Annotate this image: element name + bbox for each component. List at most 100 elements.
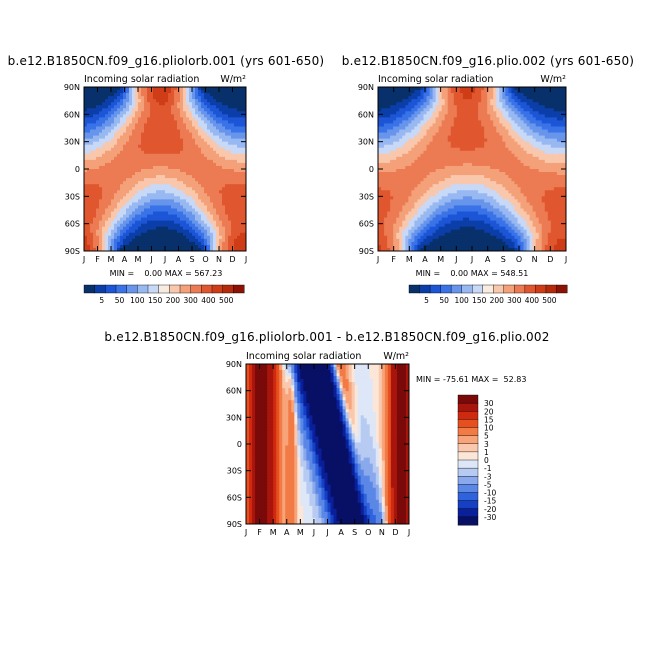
heatmap-cell [441, 141, 446, 146]
heatmap-cell [553, 144, 558, 149]
heatmap-cell [219, 90, 223, 94]
heatmap-cell [441, 129, 446, 134]
heatmap-cell [195, 153, 199, 158]
heatmap-cell [508, 105, 513, 109]
heatmap-cell [159, 220, 163, 225]
heatmap-cell [165, 120, 169, 125]
heatmap-cell [538, 126, 543, 131]
heatmap-cell [210, 111, 214, 115]
heatmap-cell [487, 120, 491, 125]
heatmap-cell [198, 169, 202, 173]
heatmap-cell [123, 159, 127, 164]
heatmap-cell [234, 165, 238, 170]
heatmap-cell [559, 111, 564, 115]
heatmap-cell [183, 120, 187, 125]
heatmap-cell [135, 126, 139, 131]
heatmap-cell [544, 93, 549, 97]
colorbar-swatch [158, 284, 170, 294]
heatmap-cell [132, 138, 136, 143]
heatmap-cell [183, 211, 187, 216]
heatmap-cell [213, 141, 217, 146]
heatmap-cell [465, 144, 470, 149]
heatmap-cell [195, 169, 199, 173]
heatmap-cell [189, 117, 193, 122]
heatmap-cell [438, 144, 443, 149]
heatmap-cell [207, 117, 211, 122]
x-tick-label: M [108, 255, 115, 264]
heatmap-cell [559, 126, 564, 131]
heatmap-cell [180, 135, 184, 140]
heatmap-cell [550, 159, 555, 164]
heatmap-cell [237, 129, 241, 134]
heatmap-cell [162, 120, 166, 125]
heatmap-cell [378, 153, 382, 158]
heatmap-cell [213, 150, 217, 155]
heatmap-cell [183, 144, 187, 149]
heatmap-cell [147, 235, 151, 240]
heatmap-cell [517, 105, 522, 109]
heatmap-cell [435, 120, 440, 125]
heatmap-cell [529, 144, 534, 149]
heatmap-cell [144, 87, 148, 91]
heatmap-cell [111, 211, 115, 216]
panel-a-plot-area [84, 87, 246, 251]
heatmap-cell [207, 169, 211, 173]
heatmap-cell [138, 120, 142, 125]
heatmap-cell [186, 190, 190, 194]
heatmap-cell [399, 108, 403, 112]
heatmap-cell [162, 138, 166, 143]
heatmap-cell [420, 108, 425, 112]
heatmap-cell [180, 144, 184, 149]
heatmap-cell [204, 175, 208, 179]
heatmap-cell [468, 162, 473, 167]
heatmap-cell [396, 120, 400, 125]
heatmap-cell [417, 99, 422, 103]
heatmap-cell [502, 123, 506, 128]
heatmap-cell [147, 184, 151, 188]
heatmap-cell [141, 102, 145, 106]
heatmap-cell [198, 108, 202, 112]
heatmap-cell [105, 165, 109, 170]
heatmap-cell [402, 144, 406, 149]
heatmap-cell [120, 172, 124, 176]
heatmap-cell [450, 147, 455, 152]
heatmap-cell [243, 229, 246, 234]
heatmap-cell [120, 129, 124, 134]
heatmap-cell [93, 235, 97, 240]
heatmap-cell [514, 87, 519, 91]
heatmap-cell [444, 147, 449, 152]
heatmap-cell [159, 205, 163, 210]
heatmap-cell [150, 111, 154, 115]
heatmap-cell [222, 214, 226, 219]
heatmap-cell [180, 117, 184, 122]
heatmap-cell [132, 193, 136, 197]
heatmap-cell [138, 129, 142, 134]
heatmap-cell [144, 123, 148, 128]
heatmap-cell [207, 196, 211, 200]
heatmap-cell [147, 147, 151, 152]
heatmap-cell [517, 159, 522, 164]
heatmap-cell [517, 178, 522, 182]
heatmap-cell [96, 93, 100, 97]
heatmap-cell [213, 232, 217, 237]
heatmap-cell [213, 247, 217, 251]
heatmap-cell [153, 235, 157, 240]
heatmap-cell [429, 135, 434, 140]
heatmap-cell [219, 111, 223, 115]
heatmap-cell [165, 172, 169, 176]
heatmap-cell [84, 117, 88, 122]
heatmap-cell [210, 90, 214, 94]
heatmap-cell [222, 108, 226, 112]
heatmap-cell [105, 150, 109, 155]
heatmap-cell [529, 141, 534, 146]
heatmap-cell [535, 175, 540, 179]
heatmap-cell [559, 120, 564, 125]
heatmap-cell [411, 162, 415, 167]
heatmap-cell [96, 96, 100, 100]
heatmap-cell [141, 196, 145, 200]
heatmap-cell [484, 156, 488, 161]
heatmap-cell [129, 211, 133, 216]
heatmap-cell [135, 141, 139, 146]
heatmap-cell [408, 111, 412, 115]
